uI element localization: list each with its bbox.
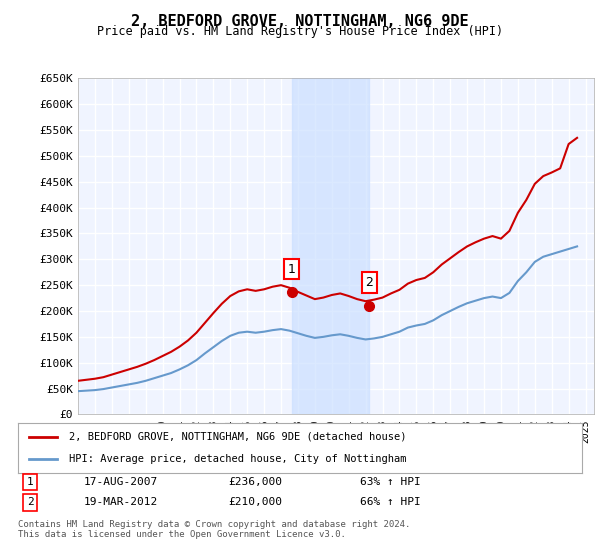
Text: 1: 1: [288, 263, 296, 276]
Text: 2, BEDFORD GROVE, NOTTINGHAM, NG6 9DE: 2, BEDFORD GROVE, NOTTINGHAM, NG6 9DE: [131, 14, 469, 29]
Text: Contains HM Land Registry data © Crown copyright and database right 2024.
This d: Contains HM Land Registry data © Crown c…: [18, 520, 410, 539]
Text: 17-AUG-2007: 17-AUG-2007: [84, 477, 158, 487]
Text: 2: 2: [26, 497, 34, 507]
Text: HPI: Average price, detached house, City of Nottingham: HPI: Average price, detached house, City…: [69, 454, 406, 464]
Text: 2: 2: [365, 276, 373, 289]
Text: 66% ↑ HPI: 66% ↑ HPI: [360, 497, 421, 507]
Text: £236,000: £236,000: [228, 477, 282, 487]
Bar: [292, 78, 370, 414]
Text: £210,000: £210,000: [228, 497, 282, 507]
Text: 19-MAR-2012: 19-MAR-2012: [84, 497, 158, 507]
Text: Price paid vs. HM Land Registry's House Price Index (HPI): Price paid vs. HM Land Registry's House …: [97, 25, 503, 38]
Text: 63% ↑ HPI: 63% ↑ HPI: [360, 477, 421, 487]
Text: 2, BEDFORD GROVE, NOTTINGHAM, NG6 9DE (detached house): 2, BEDFORD GROVE, NOTTINGHAM, NG6 9DE (d…: [69, 432, 406, 442]
Text: 1: 1: [26, 477, 34, 487]
